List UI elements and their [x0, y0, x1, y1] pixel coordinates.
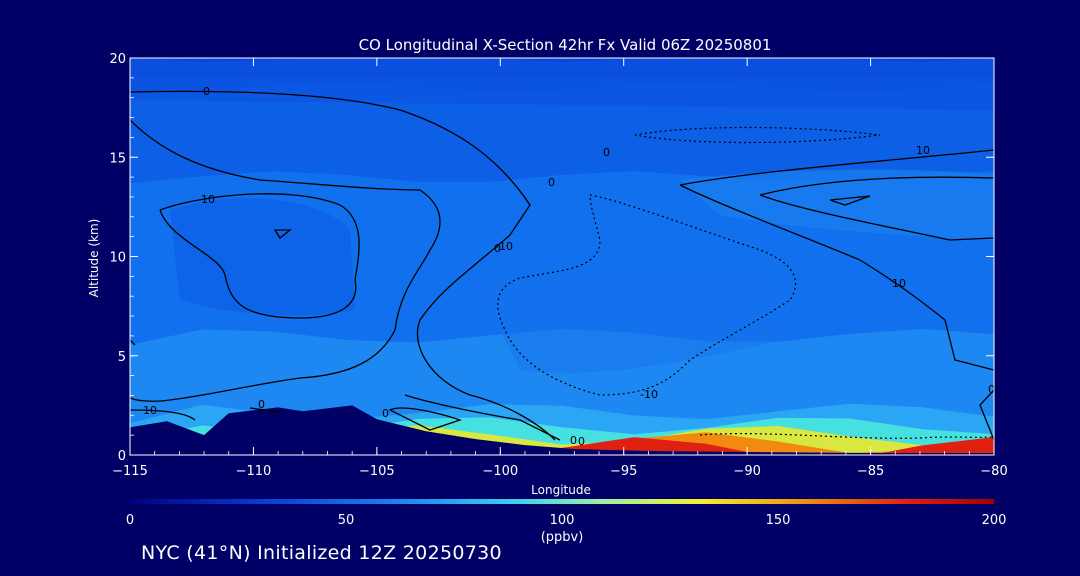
x-tick-label: −110 — [236, 464, 272, 479]
x-tick-label: −85 — [857, 464, 884, 479]
contour-label: -10 — [640, 388, 658, 401]
footer-info: NYC (41°N) Initialized 12Z 20250730 — [141, 542, 502, 564]
colorbar-tick-label: 100 — [550, 513, 575, 528]
field-patch-west-low — [170, 198, 355, 316]
contour-label: 10 — [201, 193, 215, 206]
contour-label: 0 — [988, 383, 995, 396]
field-patch-upper-band — [130, 78, 994, 110]
chart-title: CO Longitudinal X-Section 42hr Fx Valid … — [359, 36, 772, 54]
contour-label: 0 — [494, 242, 501, 255]
contour-label: 0 — [258, 398, 265, 411]
contour-label: 10 — [143, 404, 157, 417]
contour-label: 0 — [578, 435, 585, 448]
y-tick-label: 5 — [118, 350, 126, 365]
contour-label: 0 — [382, 407, 389, 420]
colorbar-unit: (ppbv) — [541, 530, 584, 545]
x-axis-label: Longitude — [531, 483, 591, 497]
colorbar-tick-label: 50 — [338, 513, 355, 528]
colorbar-tick-label: 0 — [126, 513, 134, 528]
terrain — [130, 405, 994, 455]
contour-lines — [130, 90, 994, 441]
x-tick-label: −115 — [112, 464, 148, 479]
contour-label: 10 — [892, 277, 906, 290]
contour-label: -10 — [495, 240, 513, 253]
colorbar — [130, 499, 994, 504]
colorbar-ticks: 0 50 100 150 200 — [126, 513, 1007, 528]
dotted-contours — [497, 126, 994, 439]
x-axis: −115 −110 −105 −100 −95 −90 −85 −80 — [112, 58, 1008, 479]
contour-label: 0 — [603, 146, 610, 159]
field-patch-center — [480, 271, 800, 373]
contour-label: 0 — [548, 176, 555, 189]
y-tick-label: 10 — [109, 251, 126, 266]
x-tick-label: −105 — [359, 464, 395, 479]
y-tick-label: 0 — [118, 449, 126, 464]
y-tick-label: 20 — [109, 52, 126, 67]
contour-label: 0 — [203, 85, 210, 98]
field-patch-mid-east — [680, 169, 994, 240]
colorbar-tick-label: 200 — [982, 513, 1007, 528]
y-tick-label: 15 — [109, 151, 126, 166]
y-axis: 0 5 10 15 20 — [109, 52, 994, 464]
contour-label: 10 — [916, 144, 930, 157]
y-axis-label: Altitude (km) — [87, 219, 101, 298]
x-tick-label: −100 — [482, 464, 518, 479]
x-tick-label: −90 — [733, 464, 760, 479]
contour-label: 0 — [570, 434, 577, 447]
colorbar-tick-label: 150 — [766, 513, 791, 528]
x-tick-label: −95 — [610, 464, 637, 479]
x-tick-label: −80 — [980, 464, 1007, 479]
